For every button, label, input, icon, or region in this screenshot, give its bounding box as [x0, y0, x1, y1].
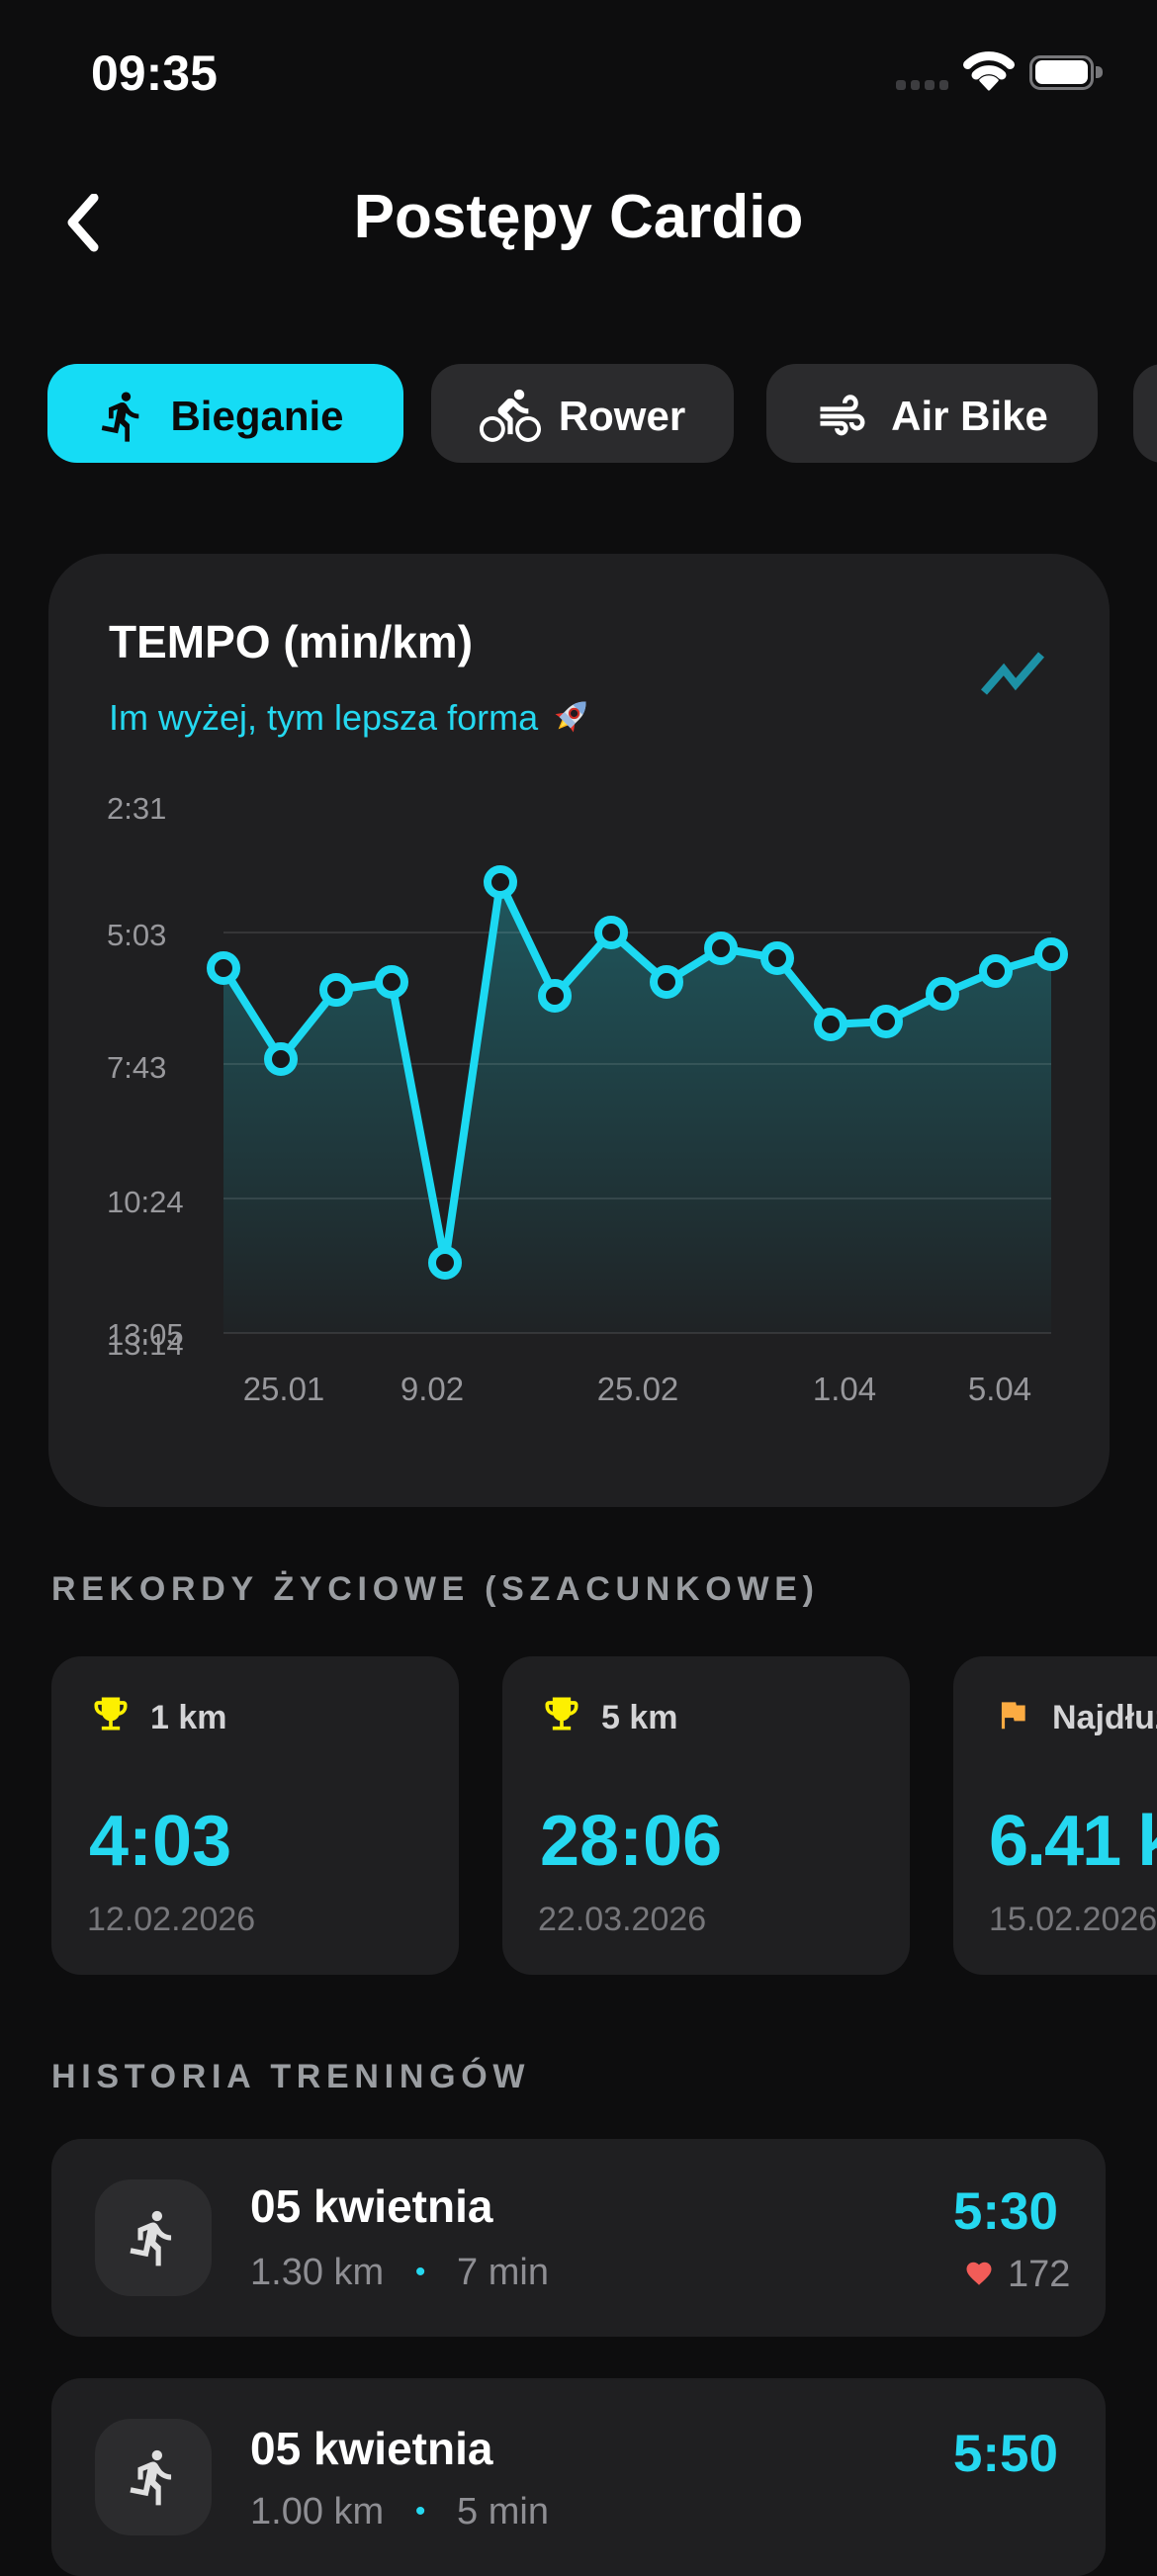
- svg-text:5:03: 5:03: [107, 918, 166, 952]
- svg-text:1.04: 1.04: [813, 1371, 876, 1407]
- svg-text:5.04: 5.04: [968, 1371, 1031, 1407]
- svg-text:10:24: 10:24: [107, 1185, 184, 1219]
- svg-text:7:43: 7:43: [107, 1050, 166, 1085]
- svg-text:13:14: 13:14: [107, 1327, 184, 1362]
- svg-text:25.01: 25.01: [243, 1371, 325, 1407]
- svg-text:13:05: 13:05: [107, 1317, 184, 1352]
- svg-text:9.02: 9.02: [400, 1371, 464, 1407]
- svg-text:2:31: 2:31: [107, 791, 166, 826]
- svg-text:25.02: 25.02: [597, 1371, 679, 1407]
